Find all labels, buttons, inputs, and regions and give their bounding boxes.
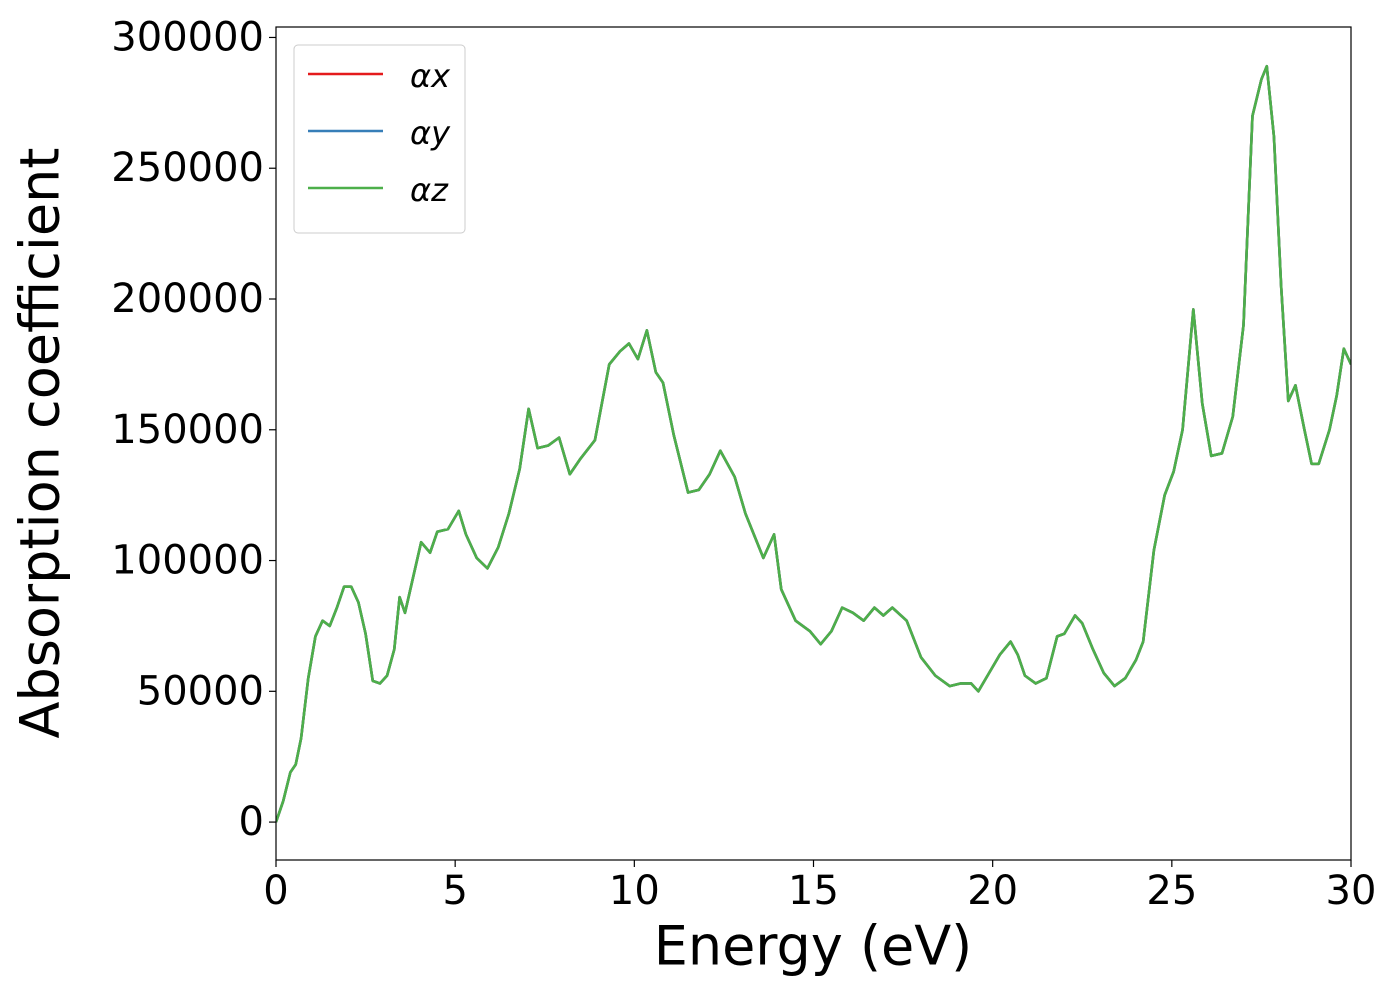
legend-label: αy bbox=[410, 114, 451, 152]
x-tick-label: 0 bbox=[263, 868, 288, 914]
y-tick-label: 0 bbox=[239, 799, 264, 845]
series-line bbox=[276, 64, 1351, 823]
y-tick-label: 200000 bbox=[111, 276, 264, 322]
x-tick-label: 30 bbox=[1326, 868, 1377, 914]
legend-label: αz bbox=[410, 171, 449, 209]
plot-frame bbox=[275, 26, 1352, 861]
x-tick-label: 20 bbox=[967, 868, 1018, 914]
legend-box bbox=[293, 44, 466, 234]
y-tick-label: 50000 bbox=[137, 668, 264, 714]
y-tick-label: 250000 bbox=[111, 145, 264, 191]
x-tick-label: 15 bbox=[788, 868, 839, 914]
x-axis-label: Energy (eV) bbox=[654, 915, 973, 978]
y-tick-label: 100000 bbox=[111, 538, 264, 584]
y-tick-label: 300000 bbox=[111, 14, 264, 60]
y-tick-label: 150000 bbox=[111, 407, 264, 453]
x-tick-label: 10 bbox=[609, 868, 660, 914]
legend-label: αx bbox=[410, 57, 451, 95]
y-axis-label: Absorption coefficient bbox=[9, 148, 72, 739]
x-tick-label: 5 bbox=[442, 868, 467, 914]
x-tick-label: 25 bbox=[1146, 868, 1197, 914]
